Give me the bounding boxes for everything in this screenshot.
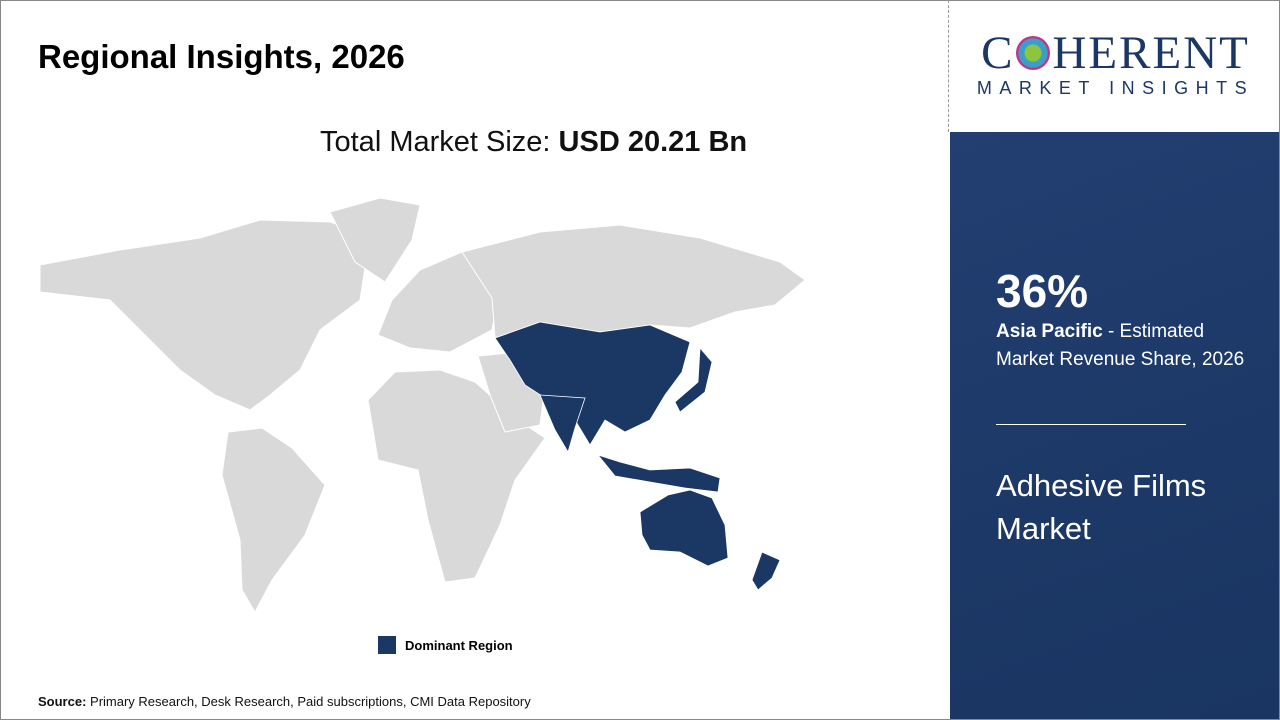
page-title: Regional Insights, 2026 — [38, 38, 405, 75]
legend-label: Dominant Region — [405, 637, 513, 653]
africa — [367, 369, 546, 583]
southeast-asia-islands — [596, 454, 721, 493]
share-description: Asia Pacific - Estimated Market Revenue … — [996, 318, 1246, 374]
japan — [674, 346, 713, 413]
source-note: Source: Primary Research, Desk Research,… — [38, 694, 531, 709]
russia-north-asia — [461, 224, 806, 339]
asia-pacific-mainland — [494, 321, 691, 446]
total-label: Total Market Size: — [320, 126, 559, 158]
greenland — [329, 197, 421, 283]
new-zealand — [751, 551, 781, 591]
total-value: USD 20.21 Bn — [558, 126, 748, 158]
region-name: Asia Pacific — [996, 321, 1103, 342]
share-value: 36% — [996, 265, 1089, 317]
source-text: Primary Research, Desk Research, Paid su… — [86, 694, 531, 709]
north-america — [39, 219, 371, 411]
australia — [639, 489, 729, 567]
logo-letter: C — [981, 27, 1015, 79]
insight-panel: 36% Asia Pacific - Estimated Market Reve… — [950, 132, 1279, 719]
india — [539, 394, 586, 453]
map-legend: Dominant Region — [378, 636, 513, 654]
share-desc-text: - Estimated Market Revenue Share, 2026 — [996, 321, 1245, 370]
logo-word: HERENT — [1052, 27, 1250, 79]
divider — [948, 0, 949, 132]
south-america — [221, 427, 326, 614]
company-logo: C HERENT MARKET INSIGHTS — [968, 30, 1263, 99]
logo-subtitle: MARKET INSIGHTS — [976, 78, 1255, 98]
globe-icon — [1016, 36, 1051, 70]
total-market-size: Total Market Size: USD 20.21 Bn — [320, 126, 747, 159]
legend-swatch — [378, 636, 396, 654]
panel-divider — [996, 424, 1186, 425]
world-map — [39, 197, 806, 614]
market-name: Adhesive Films Market — [996, 468, 1207, 546]
source-label: Source: — [38, 694, 87, 709]
